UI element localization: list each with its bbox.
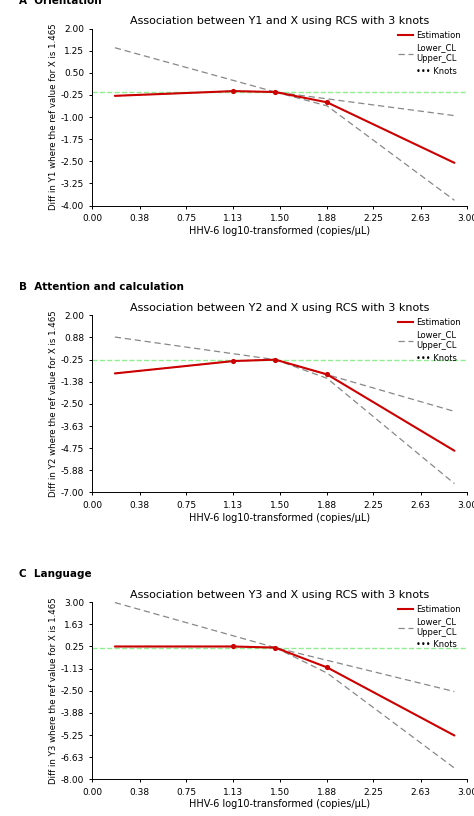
Text: C  Language: C Language: [19, 570, 92, 579]
Title: Association between Y2 and X using RCS with 3 knots: Association between Y2 and X using RCS w…: [130, 304, 429, 313]
Point: [230, 85, 237, 98]
Point: [272, 353, 279, 366]
X-axis label: HHV-6 log10-transformed (copies/μL): HHV-6 log10-transformed (copies/μL): [189, 226, 370, 236]
Point: [323, 661, 331, 674]
Y-axis label: Diff in Y3 where the ref value for X is 1.465: Diff in Y3 where the ref value for X is …: [49, 597, 58, 784]
Point: [272, 641, 279, 654]
Title: Association between Y3 and X using RCS with 3 knots: Association between Y3 and X using RCS w…: [130, 590, 429, 600]
Point: [323, 368, 331, 381]
Legend: Estimation, Lower_CL
Upper_CL, ••• Knots: Estimation, Lower_CL Upper_CL, ••• Knots: [396, 603, 463, 651]
Legend: Estimation, Lower_CL
Upper_CL, ••• Knots: Estimation, Lower_CL Upper_CL, ••• Knots: [396, 29, 463, 78]
Point: [272, 86, 279, 99]
Point: [230, 354, 237, 367]
Text: B  Attention and calculation: B Attention and calculation: [19, 282, 184, 292]
Point: [230, 640, 237, 653]
X-axis label: HHV-6 log10-transformed (copies/μL): HHV-6 log10-transformed (copies/μL): [189, 800, 370, 809]
Title: Association between Y1 and X using RCS with 3 knots: Association between Y1 and X using RCS w…: [130, 16, 429, 26]
Y-axis label: Diff in Y1 where the ref value for X is 1.465: Diff in Y1 where the ref value for X is …: [49, 24, 58, 211]
Point: [323, 95, 331, 109]
Text: A  Orientation: A Orientation: [19, 0, 102, 6]
X-axis label: HHV-6 log10-transformed (copies/μL): HHV-6 log10-transformed (copies/μL): [189, 512, 370, 522]
Y-axis label: Diff in Y2 where the ref value for X is 1.465: Diff in Y2 where the ref value for X is …: [49, 311, 58, 497]
Legend: Estimation, Lower_CL
Upper_CL, ••• Knots: Estimation, Lower_CL Upper_CL, ••• Knots: [396, 316, 463, 364]
